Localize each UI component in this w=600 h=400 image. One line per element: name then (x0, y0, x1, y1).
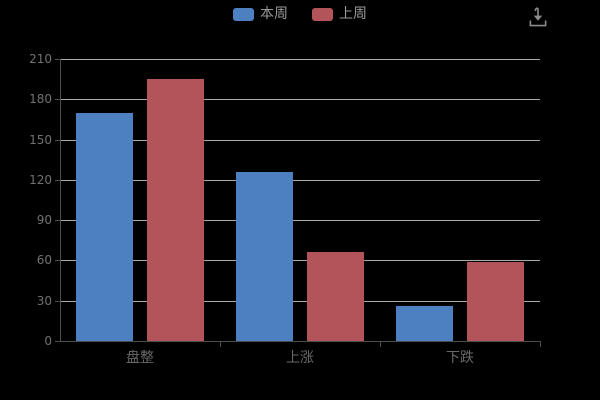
y-gridline (60, 59, 540, 60)
x-axis-tick (540, 342, 541, 347)
y-gridline (60, 99, 540, 100)
y-axis-label: 90 (36, 213, 52, 227)
x-axis-tick (380, 342, 381, 347)
y-axis-label: 120 (29, 173, 52, 187)
bar-last-week-cat2[interactable] (467, 261, 524, 341)
x-axis-label: 盘整 (126, 350, 154, 366)
x-axis-tick (220, 342, 221, 347)
bar-this-week-cat2[interactable] (396, 306, 453, 341)
y-axis-label: 0 (44, 334, 52, 348)
legend-item-this-week[interactable]: 本周 (233, 7, 288, 21)
y-gridline (60, 180, 540, 181)
legend-label: 上周 (339, 6, 367, 22)
y-axis-tick (55, 301, 60, 302)
bar-this-week-cat1[interactable] (236, 171, 293, 341)
bar-this-week-cat0[interactable] (76, 112, 133, 341)
y-axis-tick (55, 341, 60, 342)
y-axis-tick (55, 180, 60, 181)
save-as-image-button[interactable] (527, 5, 549, 29)
legend-label: 本周 (260, 6, 288, 22)
y-axis-label: 30 (36, 294, 52, 308)
y-gridline (60, 301, 540, 302)
bar-last-week-cat0[interactable] (147, 79, 204, 341)
x-axis-label: 上涨 (286, 350, 314, 366)
legend-swatch (233, 7, 254, 21)
y-gridline (60, 140, 540, 141)
chart-legend: 本周 上周 (0, 7, 600, 21)
y-axis-label: 150 (29, 133, 52, 147)
download-icon (529, 7, 547, 27)
legend-swatch (312, 7, 333, 21)
legend-item-last-week[interactable]: 上周 (312, 7, 367, 21)
x-axis-line (60, 341, 541, 342)
y-axis-tick (55, 140, 60, 141)
y-axis-tick (55, 99, 60, 100)
y-axis-label: 180 (29, 92, 52, 106)
x-axis-label: 下跌 (446, 350, 474, 366)
y-gridline (60, 260, 540, 261)
y-axis-tick (55, 260, 60, 261)
y-gridline (60, 220, 540, 221)
y-axis-line (60, 59, 61, 341)
y-axis-tick (55, 220, 60, 221)
y-axis-label: 60 (36, 253, 52, 267)
y-axis-label: 210 (29, 52, 52, 66)
y-axis-tick (55, 59, 60, 60)
bar-last-week-cat1[interactable] (307, 252, 364, 341)
